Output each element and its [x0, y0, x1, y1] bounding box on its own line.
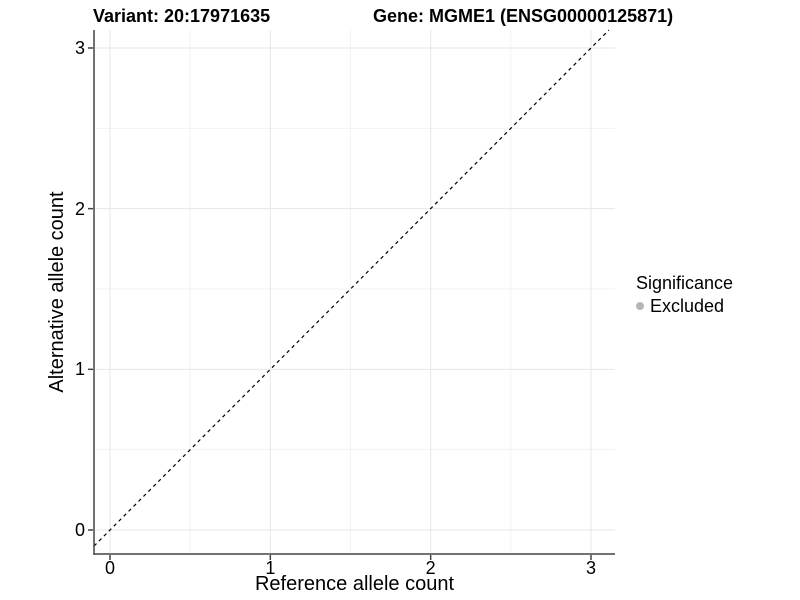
x-tick-label: 1 — [265, 558, 276, 578]
identity-line — [93, 29, 610, 547]
y-tick-label: 3 — [74, 37, 85, 58]
plot-title-variant: Variant: 20:17971635 — [93, 6, 271, 26]
legend-title: Significance — [636, 273, 734, 293]
x-tick-label: 0 — [104, 558, 115, 578]
y-tick-label: 1 — [74, 359, 85, 380]
y-axis-title: Alternative allele count — [46, 191, 68, 393]
y-tick-label: 2 — [74, 198, 85, 219]
x-axis-title: Reference allele count — [254, 573, 454, 595]
excluded-marker-icon — [636, 302, 644, 310]
plot-title-gene: Gene: MGME1 (ENSG00000125871) — [373, 6, 674, 26]
y-tick-label: 0 — [74, 520, 85, 540]
legend: Significance Excluded — [636, 272, 733, 317]
legend-item-label: Excluded — [650, 296, 725, 316]
legend-item-excluded: Excluded — [636, 295, 733, 317]
x-tick-label: 2 — [425, 558, 436, 578]
x-tick-label: 3 — [585, 558, 596, 578]
